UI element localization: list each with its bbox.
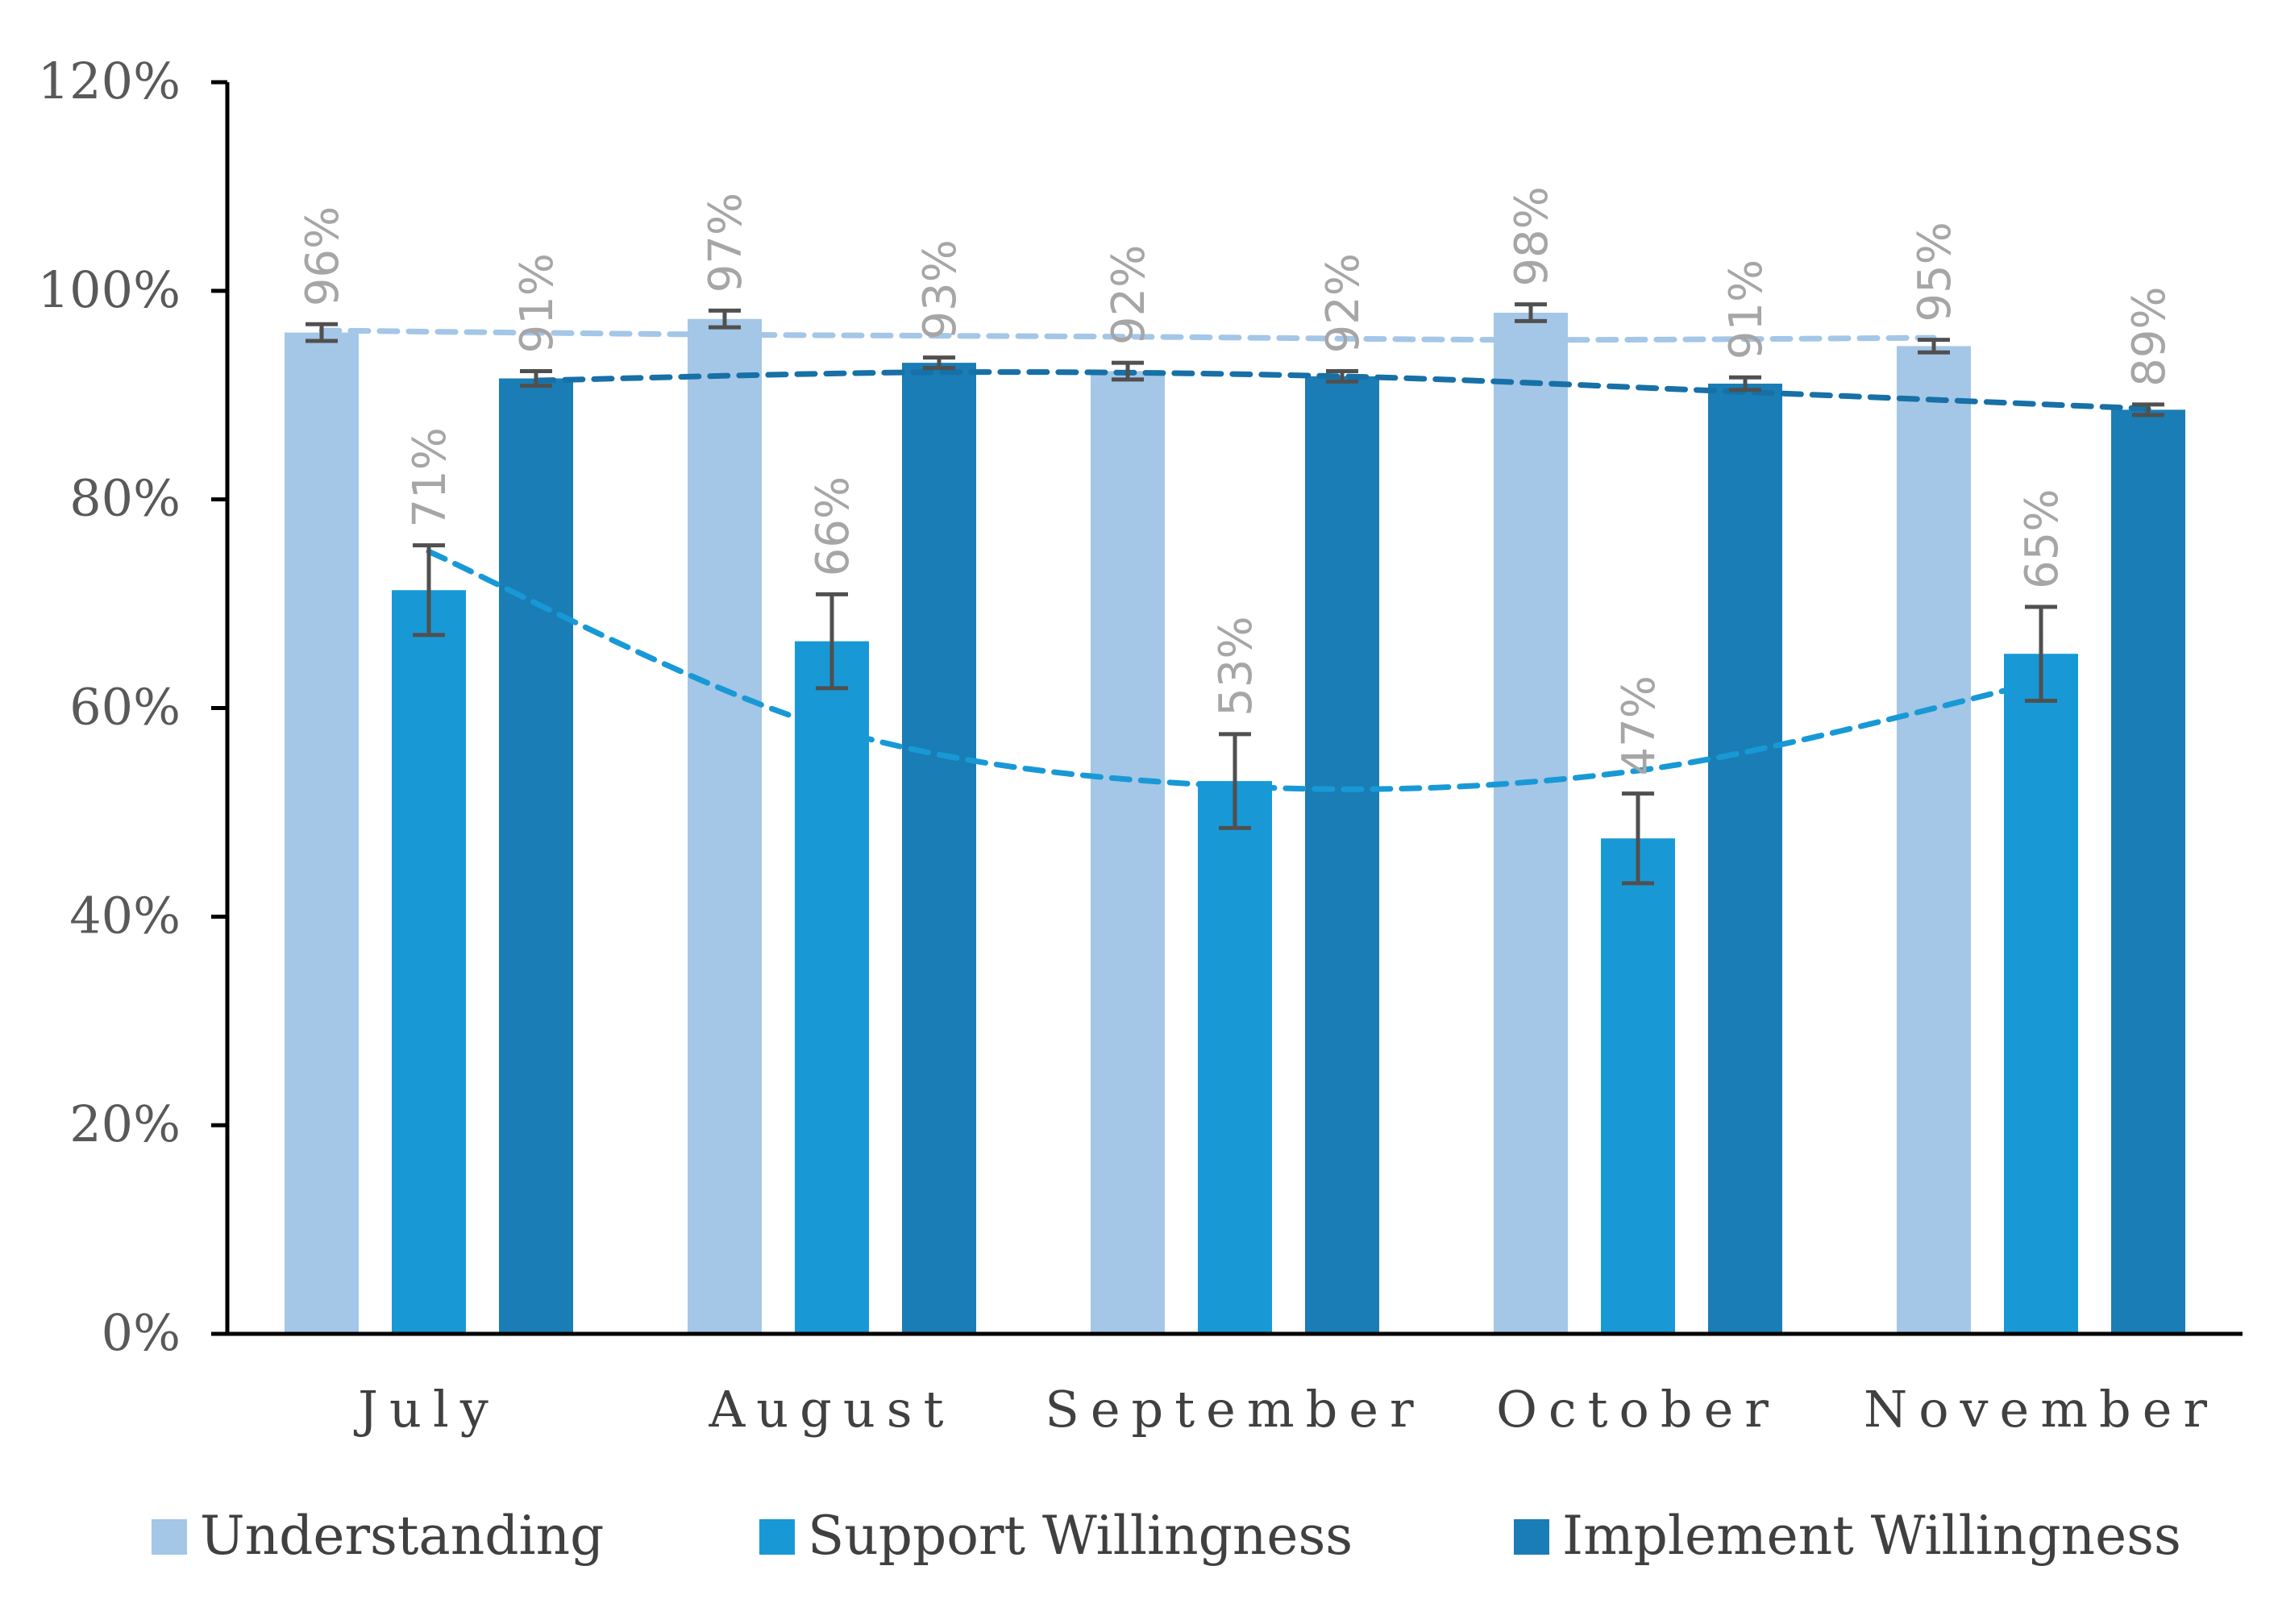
data-label-0-2: 92% (1103, 245, 1155, 345)
bar-0-1 (688, 318, 762, 1334)
legend-swatch-1 (759, 1519, 795, 1555)
legend-label-1: Support Willingness (808, 1505, 1353, 1567)
data-label-0-0: 96% (297, 206, 349, 306)
bar-2-2 (1305, 376, 1379, 1335)
bar-1-4 (2004, 654, 2078, 1334)
data-label-1-1: 66% (807, 476, 859, 576)
data-label-2-3: 91% (1720, 260, 1773, 359)
y-tick-label: 120% (38, 52, 181, 110)
x-tick-label: September (1045, 1380, 1424, 1439)
y-tick-label: 80% (69, 469, 181, 528)
bar-1-0 (392, 590, 466, 1334)
x-tick-label: November (1864, 1380, 2218, 1439)
y-tick-label: 20% (69, 1094, 181, 1153)
bar-1-3 (1601, 838, 1675, 1334)
data-label-2-2: 92% (1317, 253, 1370, 353)
data-label-1-0: 71% (404, 427, 456, 527)
bar-0-4 (1897, 346, 1971, 1334)
y-tick-label: 100% (38, 260, 181, 319)
bar-2-1 (902, 363, 976, 1334)
legend-swatch-0 (152, 1519, 187, 1555)
bar-0-3 (1494, 313, 1568, 1334)
legend-swatch-2 (1514, 1519, 1549, 1555)
data-label-2-4: 89% (2123, 286, 2176, 386)
x-tick-label: October (1496, 1380, 1780, 1439)
data-label-1-2: 53% (1210, 616, 1262, 716)
y-tick-label: 0% (102, 1303, 181, 1362)
data-label-0-1: 97% (700, 193, 752, 293)
trendline-2 (533, 369, 2151, 412)
data-label-0-3: 98% (1506, 186, 1558, 286)
bar-0-2 (1091, 371, 1165, 1335)
data-label-1-3: 47% (1613, 675, 1665, 775)
x-tick-label: August (708, 1380, 954, 1439)
trendline-0 (318, 327, 1937, 343)
y-tick-label: 40% (69, 886, 181, 945)
legend-label-0: Understanding (200, 1505, 604, 1567)
data-label-1-4: 65% (2016, 488, 2068, 588)
bar-1-2 (1198, 781, 1272, 1334)
bar-1-1 (795, 641, 869, 1334)
bar-2-3 (1708, 384, 1782, 1334)
bar-0-0 (285, 332, 359, 1335)
y-tick-label: 60% (69, 678, 181, 737)
bar-2-0 (499, 378, 573, 1334)
data-label-2-0: 91% (511, 253, 563, 353)
x-tick-label: July (353, 1380, 500, 1439)
data-label-2-1: 93% (914, 239, 966, 339)
bar-2-4 (2111, 409, 2185, 1334)
data-label-0-4: 95% (1909, 222, 1961, 322)
legend-label-2: Implement Willingness (1562, 1505, 2181, 1567)
